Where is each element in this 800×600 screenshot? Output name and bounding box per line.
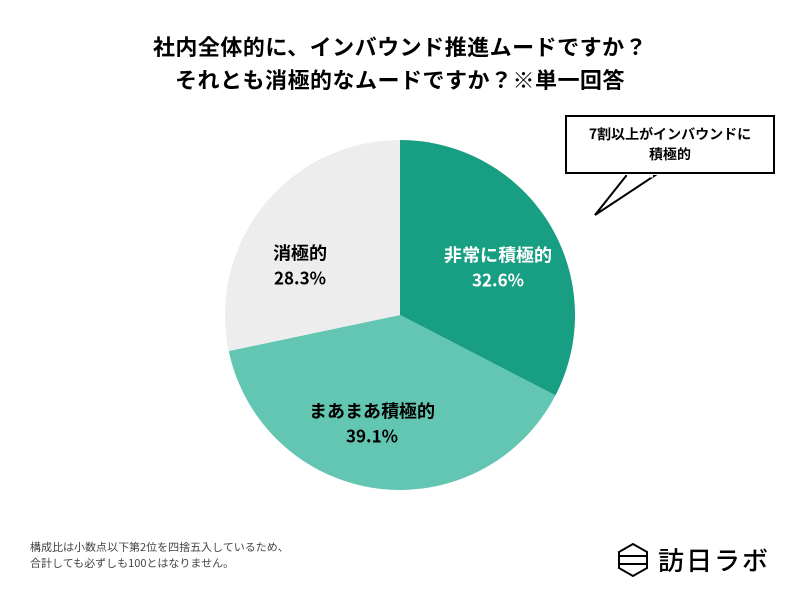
chart-title-line1: 社内全体的に、インバウンド推進ムードですか？	[0, 30, 800, 63]
slice-pct-0: 32.6%	[444, 269, 552, 292]
footnote-line1: 構成比は小数点以下第2位を四捨五入しているため、	[30, 540, 289, 556]
callout-line1: 7割以上がインバウンドに	[579, 125, 761, 145]
slice-label-1: まあまあ積極的 39.1%	[309, 398, 435, 447]
brand-logo: 訪日ラボ	[618, 541, 770, 578]
callout-line2: 積極的	[579, 145, 761, 165]
pie-chart: 非常に積極的 32.6% まあまあ積極的 39.1% 消極的 28.3%	[225, 140, 575, 490]
chart-title-line2: それとも消極的なムードですか？※単一回答	[0, 63, 800, 96]
chart-title: 社内全体的に、インバウンド推進ムードですか？ それとも消極的なムードですか？※単…	[0, 0, 800, 96]
slice-pct-2: 28.3%	[273, 267, 327, 290]
footnote-line2: 合計しても必ずしも100とはなりません。	[30, 556, 289, 572]
callout-box: 7割以上がインバウンドに 積極的	[565, 115, 775, 174]
brand-icon	[618, 543, 648, 577]
slice-pct-1: 39.1%	[309, 425, 435, 448]
slice-name-1: まあまあ積極的	[309, 397, 435, 423]
slice-label-2: 消極的 28.3%	[273, 240, 327, 289]
footnote: 構成比は小数点以下第2位を四捨五入しているため、 合計しても必ずしも100とはな…	[30, 540, 289, 572]
slice-name-2: 消極的	[273, 239, 327, 265]
brand-text: 訪日ラボ	[658, 541, 770, 578]
slice-label-0: 非常に積極的 32.6%	[444, 242, 552, 291]
slice-name-0: 非常に積極的	[444, 241, 552, 267]
